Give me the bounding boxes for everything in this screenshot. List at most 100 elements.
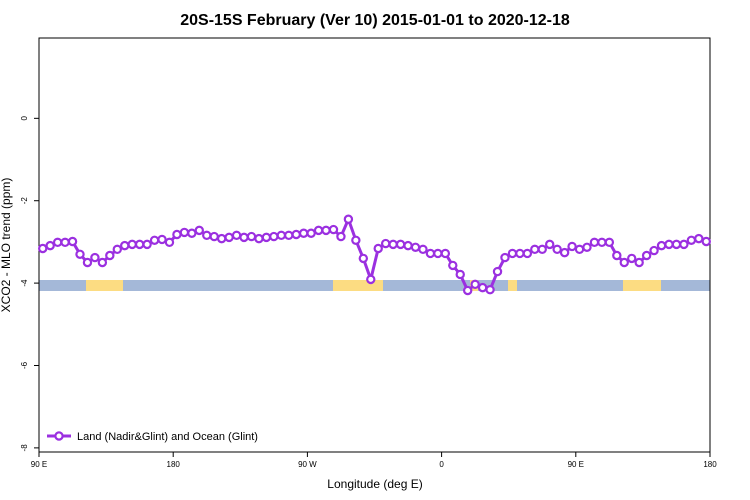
land-strip: [508, 280, 517, 291]
point: [172, 229, 182, 240]
x-tick-label: 0: [439, 460, 444, 469]
point: [164, 237, 175, 248]
point: [485, 284, 495, 295]
point: [351, 235, 361, 245]
point: [470, 279, 480, 290]
point: [448, 260, 458, 271]
point: [246, 231, 257, 242]
point: [641, 250, 652, 261]
point: [216, 233, 227, 244]
point: [418, 244, 428, 255]
point: [679, 239, 689, 250]
point: [455, 269, 465, 280]
point: [388, 239, 398, 250]
point: [395, 239, 406, 250]
point: [567, 241, 577, 252]
point: [239, 232, 249, 243]
point: [582, 242, 592, 252]
point: [127, 239, 137, 250]
point: [149, 235, 160, 245]
point: [634, 257, 644, 268]
point: [425, 248, 436, 259]
point: [552, 244, 562, 255]
point: [38, 243, 48, 254]
land-strip: [333, 280, 383, 291]
point: [142, 239, 152, 250]
point: [187, 228, 197, 238]
point: [97, 257, 108, 268]
point: [694, 233, 704, 244]
point: [686, 235, 697, 245]
point: [477, 282, 488, 293]
y-tick-label: -2: [20, 197, 29, 205]
point: [134, 239, 145, 250]
point: [604, 237, 615, 248]
y-axis-label: XCO2 - MLO trend (ppm): [0, 178, 13, 313]
point: [328, 224, 339, 235]
point: [194, 225, 204, 236]
point: [664, 239, 674, 250]
y-tick-label: 0: [20, 116, 29, 121]
point: [112, 244, 122, 255]
point: [209, 231, 219, 242]
point: [515, 248, 525, 259]
point: [410, 242, 421, 252]
point: [343, 214, 354, 224]
point: [440, 248, 451, 259]
point: [105, 250, 115, 261]
point: [358, 253, 369, 264]
point: [462, 285, 473, 296]
x-tick-label: 180: [167, 460, 181, 469]
point: [619, 257, 629, 268]
point: [291, 229, 301, 240]
point: [380, 238, 391, 249]
point: [589, 237, 600, 248]
x-tick-label: 180: [703, 460, 717, 469]
point: [306, 228, 316, 238]
point: [403, 240, 413, 251]
point: [202, 230, 212, 241]
legend-marker: [54, 431, 64, 441]
point: [269, 231, 279, 242]
point: [612, 250, 622, 261]
point: [75, 249, 85, 259]
point: [671, 239, 682, 250]
point: [597, 237, 607, 248]
point: [627, 253, 637, 264]
y-tick-label: -6: [20, 361, 29, 369]
point: [507, 248, 518, 259]
point: [574, 244, 585, 255]
point: [701, 236, 711, 247]
point: [82, 257, 93, 268]
point: [45, 240, 55, 251]
point: [522, 248, 533, 259]
point: [433, 248, 443, 259]
plot-frame: [38, 37, 711, 453]
point: [60, 237, 70, 248]
point: [313, 225, 324, 236]
point: [537, 244, 547, 255]
x-tick-label: 90 E: [31, 460, 47, 469]
point: [656, 240, 667, 251]
y-tick-label: -8: [20, 444, 29, 452]
x-axis-label: Longitude (deg E): [327, 477, 422, 491]
point: [336, 231, 346, 242]
point: [179, 227, 190, 238]
legend-label: Land (Nadir&Glint) and Ocean (Glint): [77, 431, 258, 443]
point: [52, 237, 63, 248]
point: [545, 239, 555, 250]
point: [298, 228, 309, 238]
x-tick-label: 90 E: [568, 460, 584, 469]
point: [284, 230, 294, 241]
point: [500, 252, 510, 263]
land-strip: [86, 280, 123, 291]
point: [67, 236, 78, 247]
point: [321, 225, 331, 236]
point: [254, 233, 264, 244]
point: [157, 234, 167, 245]
point: [224, 232, 234, 243]
x-tick-label: 90 W: [298, 460, 317, 469]
point: [492, 266, 503, 277]
chart-title: 20S-15S February (Ver 10) 2015-01-01 to …: [180, 12, 570, 29]
